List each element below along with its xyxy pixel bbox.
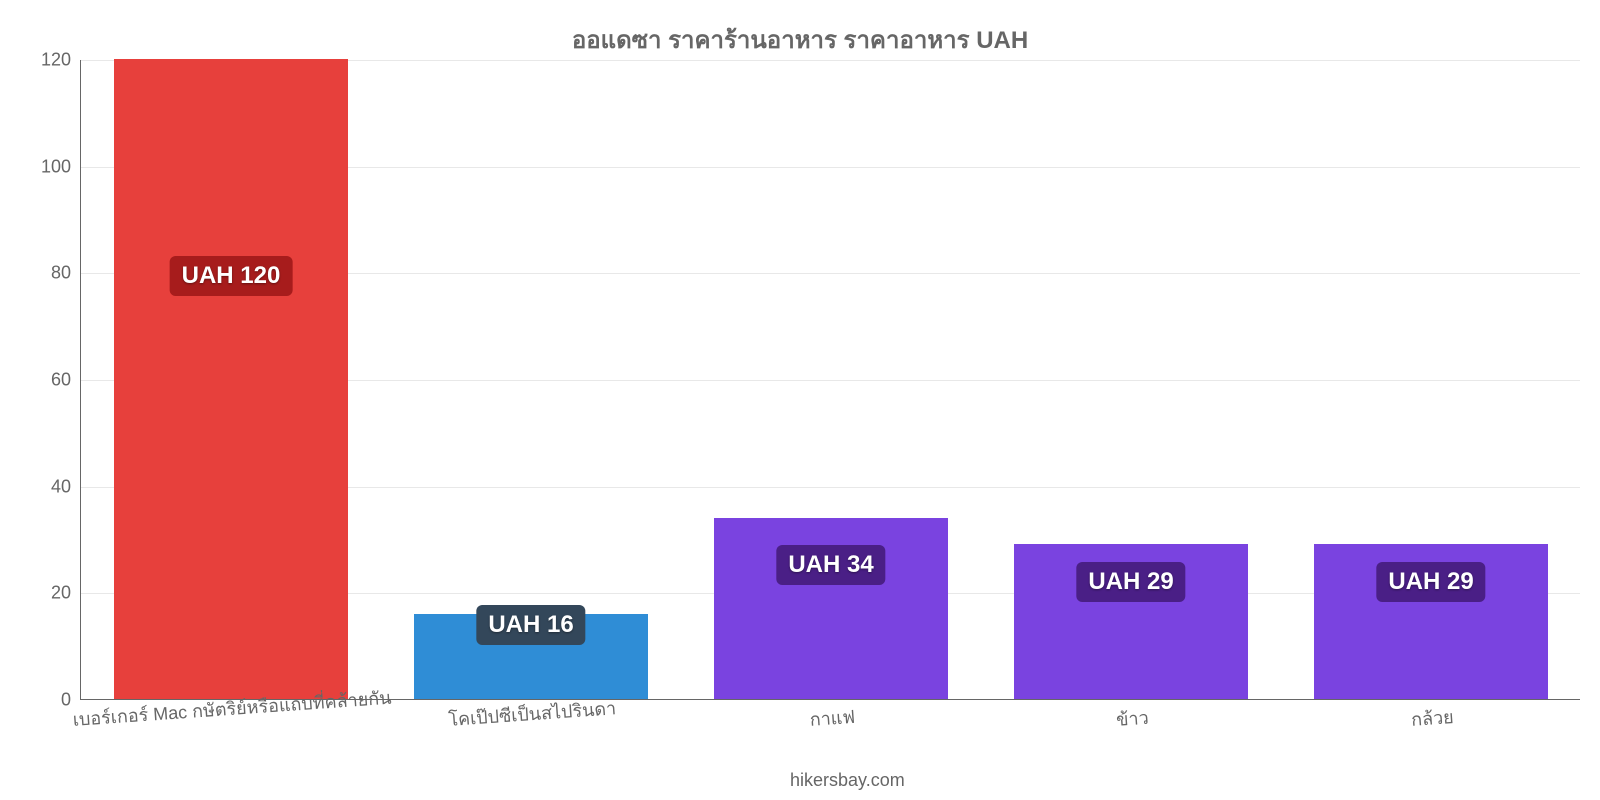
y-tick-label: 120 <box>41 50 81 71</box>
bar: UAH 29 <box>1014 544 1248 699</box>
y-tick-label: 60 <box>51 370 81 391</box>
bar: UAH 16 <box>414 614 648 699</box>
y-tick-label: 40 <box>51 476 81 497</box>
bar: UAH 34 <box>714 518 948 699</box>
y-tick-label: 80 <box>51 263 81 284</box>
x-tick-label: กาแฟ <box>808 696 856 734</box>
y-tick-label: 100 <box>41 156 81 177</box>
price-bar-chart: ออแดซา ราคาร้านอาหาร ราคาอาหาร UAH 02040… <box>0 0 1600 800</box>
chart-title: ออแดซา ราคาร้านอาหาร ราคาอาหาร UAH <box>0 20 1600 59</box>
bar-value-label: UAH 120 <box>170 256 293 296</box>
bar: UAH 120 <box>114 59 348 699</box>
bar-value-label: UAH 34 <box>776 545 885 585</box>
bar: UAH 29 <box>1314 544 1548 699</box>
bar-value-label: UAH 29 <box>1376 562 1485 602</box>
attribution-text: hikersbay.com <box>790 770 905 791</box>
bar-value-label: UAH 16 <box>476 605 585 645</box>
x-tick-label: กล้วย <box>1410 696 1455 734</box>
plot-area: 020406080100120UAH 120เบอร์เกอร์ Mac กษั… <box>80 60 1580 700</box>
y-tick-label: 20 <box>51 583 81 604</box>
x-tick-label: ข้าว <box>1115 697 1150 734</box>
bar-value-label: UAH 29 <box>1076 562 1185 602</box>
